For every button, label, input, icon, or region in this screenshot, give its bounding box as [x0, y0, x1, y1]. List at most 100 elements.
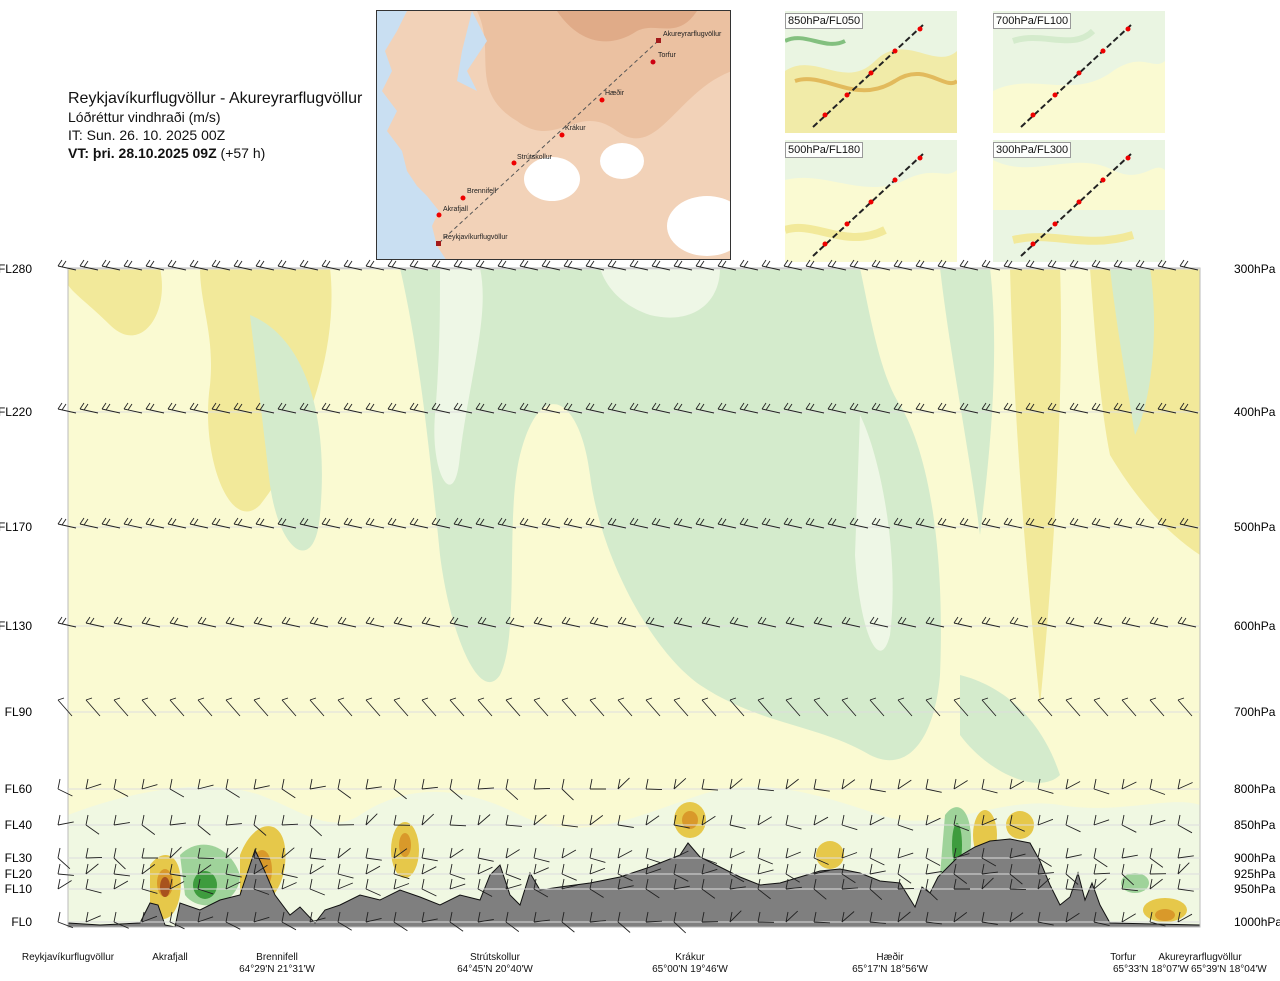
wind-barb	[343, 517, 363, 529]
wind-barb	[197, 847, 215, 860]
wind-barb	[197, 878, 214, 895]
wind-barb	[841, 697, 857, 717]
wind-barb	[141, 814, 156, 835]
wind-barb	[337, 878, 353, 890]
wind-barb	[1009, 911, 1024, 923]
wind-barb	[1003, 517, 1023, 529]
wind-barb	[1177, 697, 1193, 717]
wind-barb	[585, 259, 605, 271]
wind-barb	[953, 878, 970, 890]
wind-barb	[1065, 814, 1081, 833]
wind-barb	[421, 697, 437, 717]
wind-barb	[729, 697, 745, 717]
wind-barb	[421, 847, 438, 862]
wind-barb	[505, 911, 520, 932]
wind-barb	[365, 863, 381, 875]
wind-barb	[589, 878, 604, 898]
wind-barb	[85, 697, 101, 717]
wind-barb	[57, 878, 72, 890]
wind-barb	[277, 517, 297, 529]
wind-barb	[421, 878, 437, 897]
wind-barb	[869, 814, 885, 826]
wind-barb	[1065, 616, 1085, 628]
wind-barb	[651, 402, 671, 414]
wind-barb	[309, 697, 325, 717]
wind-barb	[785, 863, 800, 883]
route-title: Reykjavíkurflugvöllur - Akureyrarflugvöl…	[68, 90, 363, 107]
pressure-level-label: 1000hPa	[1234, 915, 1280, 929]
wind-barb	[387, 402, 407, 414]
wind-barb	[281, 863, 298, 879]
title-block: Reykjavíkurflugvöllur - Akureyrarflugvöl…	[68, 90, 362, 162]
wind-barb	[1179, 259, 1199, 271]
wind-barb	[169, 911, 185, 930]
wind-barb	[937, 517, 957, 529]
wind-barb	[1037, 877, 1051, 890]
route-map-svg: Akureyrarflugvöllur Torfur Hæðir Krákur …	[377, 11, 730, 259]
wind-barb	[79, 517, 99, 529]
wind-barb	[449, 911, 464, 932]
wind-barb	[981, 814, 997, 826]
pressure-level-label: 925hPa	[1234, 867, 1276, 881]
wind-barb	[695, 402, 715, 414]
wind-barb	[813, 778, 830, 792]
wind-barb	[533, 847, 550, 863]
wind-barb	[255, 402, 275, 414]
wind-barb	[959, 402, 979, 414]
wind-barb	[701, 778, 719, 791]
wind-barb	[309, 616, 329, 628]
wind-barb	[541, 402, 561, 414]
wind-barb	[281, 814, 299, 826]
wind-barb	[253, 863, 268, 875]
wind-barb	[197, 778, 214, 790]
route-location-label: Krákur	[675, 952, 705, 963]
wind-barb	[785, 616, 805, 628]
vertical-velocity-field	[68, 268, 1200, 927]
wind-barb	[393, 847, 408, 859]
route-map: Akureyrarflugvöllur Torfur Hæðir Krákur …	[376, 10, 731, 260]
wind-barb	[617, 847, 633, 859]
wind-barb	[893, 259, 913, 271]
wind-barb	[849, 402, 869, 414]
wind-barb	[57, 697, 73, 717]
wind-barb	[617, 911, 631, 933]
wind-barb	[1003, 402, 1023, 414]
route-location-label: Torfur	[1110, 952, 1136, 963]
wind-barb	[673, 616, 693, 628]
wind-barb	[1135, 517, 1155, 529]
wind-barb	[533, 616, 553, 628]
wind-barb	[365, 697, 381, 717]
pressure-level-label: 850hPa	[1234, 818, 1276, 832]
wind-barb	[739, 259, 759, 271]
wind-barb	[757, 878, 771, 900]
wind-barb	[365, 911, 382, 923]
wind-barb	[871, 259, 891, 271]
wind-barb	[393, 814, 411, 826]
wind-barb	[101, 402, 121, 414]
wind-barb	[85, 616, 105, 628]
wind-barb	[783, 259, 803, 271]
wind-barb	[1121, 911, 1136, 923]
wind-barb	[453, 259, 473, 271]
route-location-label: Akrafjall	[152, 952, 188, 963]
wind-barb	[365, 517, 385, 529]
wind-barb	[365, 616, 385, 628]
wind-barb	[393, 911, 408, 932]
wind-barb	[57, 616, 77, 628]
wind-barb	[757, 847, 773, 865]
wind-barb	[123, 402, 143, 414]
wind-barb	[1037, 697, 1053, 717]
wind-barb	[233, 259, 253, 271]
wind-barb	[337, 863, 354, 879]
wind-barb	[365, 847, 382, 861]
wind-barb	[563, 517, 583, 529]
wind-barb	[309, 778, 326, 790]
wind-barb	[169, 863, 186, 877]
pressure-level-label: 400hPa	[1234, 405, 1276, 419]
wind-barb	[645, 616, 665, 628]
wind-barb	[449, 863, 466, 880]
wind-barb	[813, 616, 833, 628]
wind-barb	[393, 778, 407, 800]
wind-barb	[869, 911, 886, 924]
wind-barb	[607, 259, 627, 271]
